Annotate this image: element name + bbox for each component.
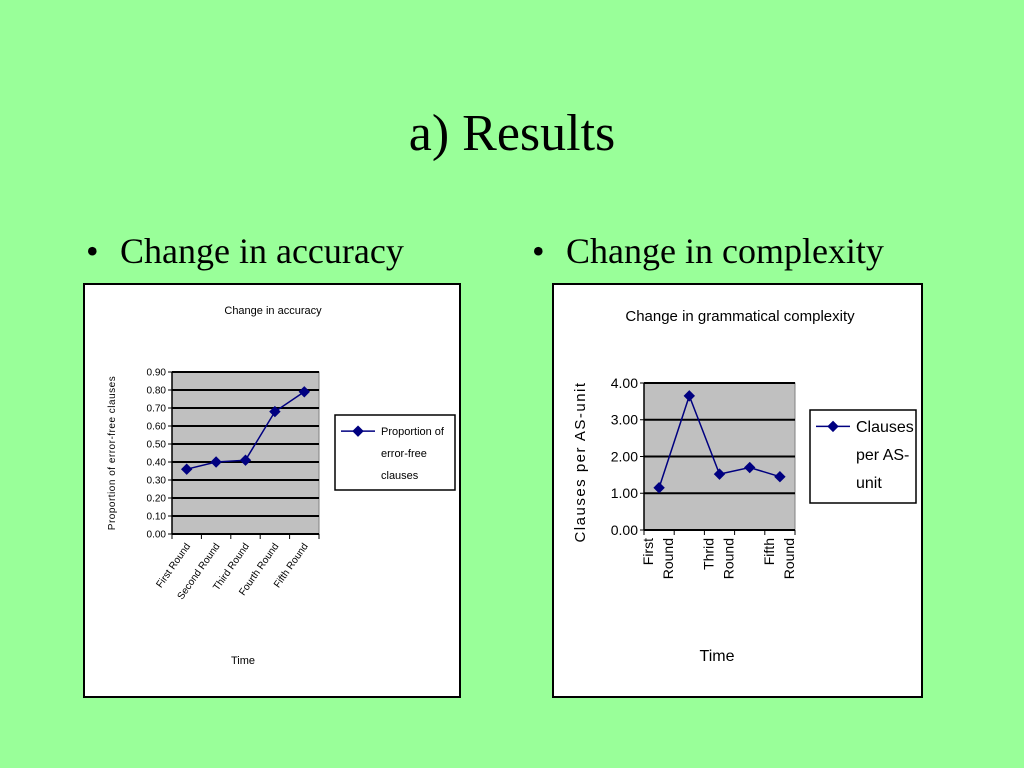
- x-axis-label: Time: [231, 655, 255, 667]
- complexity-chart: Change in grammatical complexity 0.00 1.00…: [552, 283, 923, 698]
- data-point: [683, 390, 696, 402]
- y-tick-label: 0.60: [147, 422, 167, 433]
- data-point: [713, 468, 726, 480]
- y-tick-label: 0.40: [147, 458, 167, 469]
- accuracy-chart: Change in accuracy 0.00 0.10 0.20 0.30 0.40 0.…: [83, 283, 461, 698]
- chart-title: Change in grammatical complexity: [625, 308, 855, 325]
- x-tick-label: Round: [721, 538, 737, 579]
- legend-label: error-free: [381, 448, 427, 460]
- chart-title: Change in accuracy: [224, 305, 322, 317]
- complexity-chart-svg: Change in grammatical complexity 0.00 1.00…: [572, 308, 917, 665]
- x-tick-label: Fifth: [761, 538, 777, 565]
- y-tick-label: 0.10: [147, 512, 167, 523]
- bullet-marker: •: [86, 231, 99, 271]
- accuracy-chart-svg: Change in accuracy 0.00 0.10 0.20 0.30 0.40 0.…: [107, 305, 456, 667]
- legend-label: per AS-: [856, 447, 909, 464]
- y-tick-label: 3.00: [611, 412, 638, 428]
- slide-title: a) Results: [408, 105, 616, 162]
- bullet-accuracy-text: Change in accuracy: [120, 231, 404, 271]
- legend-box: [809, 409, 917, 504]
- bullet-complexity: • Change in complexity: [532, 230, 884, 272]
- y-tick-label: 0.30: [147, 476, 167, 487]
- y-tick-label: 0.90: [147, 368, 167, 379]
- data-point: [774, 471, 786, 483]
- legend-label: unit: [856, 475, 882, 492]
- y-tick-label: 1.00: [611, 485, 638, 501]
- x-tick-label: Round: [660, 538, 676, 579]
- y-tick-label: 0.50: [147, 440, 167, 451]
- y-tick-label: 0.00: [147, 530, 167, 541]
- x-tick-label: Thrid: [701, 538, 717, 570]
- data-point: [210, 456, 222, 468]
- bullet-complexity-text: Change in complexity: [566, 231, 884, 271]
- data-point: [743, 461, 756, 474]
- data-point: [653, 482, 665, 494]
- y-tick-label: 4.00: [611, 375, 638, 391]
- legend-marker: [352, 425, 364, 437]
- data-point: [180, 463, 193, 475]
- x-tick-label: Round: [781, 538, 797, 579]
- data-point: [269, 405, 281, 418]
- y-tick-label: 0.80: [147, 386, 167, 397]
- y-tick-label: 0.20: [147, 494, 167, 505]
- data-point: [298, 386, 311, 398]
- bullet-marker: •: [532, 231, 545, 271]
- y-axis-label: Clauses per AS-unit: [572, 381, 589, 542]
- y-tick-label: 2.00: [611, 448, 638, 464]
- legend-label: clauses: [381, 470, 419, 482]
- y-tick-label: 0.70: [147, 404, 167, 415]
- legend-marker: [827, 420, 839, 433]
- legend-label: Proportion of: [381, 426, 445, 438]
- data-point: [239, 454, 252, 466]
- y-axis-label: Proportion of error-free clauses: [107, 376, 118, 530]
- legend-label: Clauses: [856, 419, 914, 436]
- bullet-accuracy: • Change in accuracy: [86, 230, 404, 272]
- legend-box: [334, 414, 456, 491]
- x-tick-label: First: [640, 538, 656, 565]
- y-tick-label: 0.00: [611, 522, 638, 538]
- x-axis-label: Time: [700, 648, 735, 665]
